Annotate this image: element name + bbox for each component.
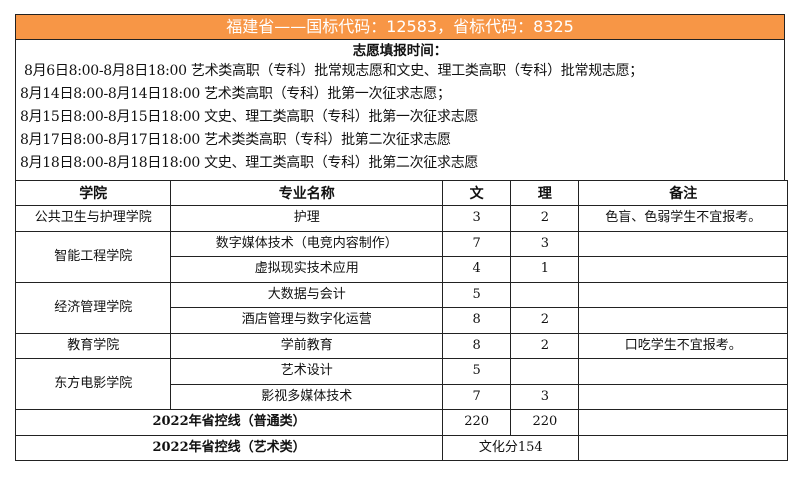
wen-count: 4 <box>442 256 512 283</box>
table-row: 经济管理学院 大数据与会计 5 <box>14 281 788 334</box>
art-cutoff-label: 2022年省控线（艺术类） <box>14 434 444 461</box>
li-count <box>510 281 580 308</box>
college-name: 东方电影学院 <box>14 358 172 410</box>
li-count: 1 <box>510 256 580 283</box>
note <box>578 383 788 410</box>
li-count: 3 <box>510 383 580 410</box>
table-row: 影视多媒体技术 7 3 <box>16 383 788 410</box>
general-cutoff-row: 2022年省控线（普通类） 220 220 <box>14 409 788 436</box>
major-name: 虚拟现实技术应用 <box>170 256 444 283</box>
note: 口吃学生不宜报考。 <box>578 332 788 359</box>
wen-count: 5 <box>442 358 512 385</box>
wen-count: 7 <box>442 230 512 257</box>
college-name: 智能工程学院 <box>14 230 172 283</box>
header-major: 专业名称 <box>170 180 444 206</box>
general-cutoff-wen: 220 <box>442 409 512 436</box>
schedule-line: 8月17日8:00-8月17日18:00 艺术类类高职（专科）批第二次征求志愿 <box>20 132 451 148</box>
note: 色盲、色弱学生不宜报考。 <box>578 205 788 232</box>
table-header-row: 学院 专业名称 文 理 备注 <box>14 180 788 206</box>
sheet-title: 福建省——国标代码：12583，省标代码：8325 <box>15 14 785 40</box>
general-cutoff-note <box>578 409 788 436</box>
schedule-line: 8月18日8:00-8月18日18:00 文史、理工类高职（专科）批第二次征求志… <box>20 155 479 171</box>
note <box>578 358 788 385</box>
majors-table: 学院 专业名称 文 理 备注 公共卫生与护理学院 护理 3 2 色盲、色弱学生不宜报考。… <box>14 180 788 461</box>
li-count <box>510 358 580 385</box>
table-row: 虚拟现实技术应用 4 1 <box>16 256 788 283</box>
header-wen: 文 <box>442 180 512 206</box>
major-name: 影视多媒体技术 <box>170 383 444 410</box>
art-cutoff-value: 文化分154 <box>442 434 580 461</box>
admission-sheet: 福建省——国标代码：12583，省标代码：8325 志愿填报时间： 8月6日8:… <box>14 14 788 461</box>
art-cutoff-row: 2022年省控线（艺术类） 文化分154 <box>14 434 788 461</box>
general-cutoff-li: 220 <box>510 409 580 436</box>
table-row: 智能工程学院 数字媒体技术（电竞内容制作） 7 3 <box>14 230 788 283</box>
college-name: 教育学院 <box>14 332 172 359</box>
college-name: 公共卫生与护理学院 <box>14 205 172 232</box>
table-row: 公共卫生与护理学院 护理 3 2 色盲、色弱学生不宜报考。 <box>14 205 788 232</box>
major-name: 艺术设计 <box>170 358 444 385</box>
wen-count: 8 <box>442 332 512 359</box>
table-row: 教育学院 学前教育 8 2 口吃学生不宜报考。 <box>14 332 788 359</box>
table-row: 酒店管理与数字化运营 8 2 <box>16 307 788 334</box>
header-li: 理 <box>510 180 580 206</box>
major-name: 学前教育 <box>170 332 444 359</box>
li-count: 2 <box>510 307 580 334</box>
schedule-line: 8月15日8:00-8月15日18:00 文史、理工类高职（专科）批第一次征求志… <box>20 109 479 125</box>
li-count: 2 <box>510 205 580 232</box>
li-count: 2 <box>510 332 580 359</box>
header-note: 备注 <box>578 180 788 206</box>
college-name: 经济管理学院 <box>14 281 172 334</box>
note <box>578 256 788 283</box>
schedule-section: 志愿填报时间： 8月6日8:00-8月8日18:00 艺术类高职（专科）批常规志… <box>15 40 785 180</box>
major-name: 大数据与会计 <box>170 281 444 308</box>
wen-count: 5 <box>442 281 512 308</box>
general-cutoff-label: 2022年省控线（普通类） <box>14 409 444 436</box>
note <box>578 230 788 257</box>
wen-count: 8 <box>442 307 512 334</box>
table-row: 东方电影学院 艺术设计 5 <box>14 358 788 410</box>
major-name: 酒店管理与数字化运营 <box>170 307 444 334</box>
wen-count: 3 <box>442 205 512 232</box>
schedule-line: 8月6日8:00-8月8日18:00 艺术类高职（专科）批常规志愿和文史、理工类… <box>24 63 643 79</box>
art-cutoff-note <box>578 434 788 461</box>
schedule-line: 8月14日8:00-8月14日18:00 艺术类高职（专科）批第一次征求志愿； <box>20 86 451 102</box>
header-college: 学院 <box>14 180 172 206</box>
wen-count: 7 <box>442 383 512 410</box>
major-name: 数字媒体技术（电竞内容制作） <box>170 230 444 257</box>
schedule-heading: 志愿填报时间： <box>352 43 448 59</box>
major-name: 护理 <box>170 205 444 232</box>
note <box>578 307 788 334</box>
li-count: 3 <box>510 230 580 257</box>
note <box>578 281 788 308</box>
